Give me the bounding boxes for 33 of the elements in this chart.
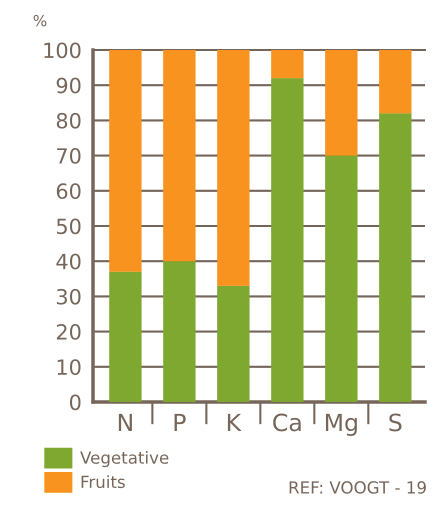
bar: [379, 50, 412, 114]
bar: [271, 50, 304, 78]
y-tick-label: 80: [56, 112, 81, 129]
bar: [163, 261, 196, 402]
y-tick-label: 10: [58, 359, 81, 376]
bar: [217, 50, 250, 286]
y-tick-label: 20: [56, 324, 81, 340]
x-tick-label: P: [174, 414, 186, 432]
bar: [217, 286, 250, 402]
legend-label: Fruits: [82, 475, 125, 488]
y-tick-label: 100: [44, 42, 81, 58]
bar: [325, 50, 358, 156]
y-tick-label: 0: [70, 394, 81, 410]
legend-label: Vegetative: [80, 451, 168, 468]
x-tick-label: Mg: [326, 414, 357, 436]
bar: [325, 156, 358, 402]
y-tick-label: 40: [56, 254, 81, 270]
y-tick-label: 30: [56, 288, 81, 305]
x-tick-label: K: [228, 414, 242, 432]
bar: [109, 272, 142, 402]
y-tick-label: 90: [56, 78, 81, 94]
y-tick-label: 50: [56, 218, 81, 234]
y-tick-label: 60: [56, 183, 81, 200]
bar: [379, 113, 412, 402]
bar: [163, 50, 196, 262]
x-tick-label: Ca: [273, 414, 301, 432]
y-tick-label: 70: [57, 148, 81, 164]
x-tick-label: S: [389, 414, 402, 432]
bar: [109, 50, 142, 272]
bar: [271, 78, 304, 402]
y-axis-title: %: [34, 14, 46, 26]
x-tick-label: N: [118, 414, 132, 432]
text: REF: VOOGT - 19: [290, 481, 426, 494]
